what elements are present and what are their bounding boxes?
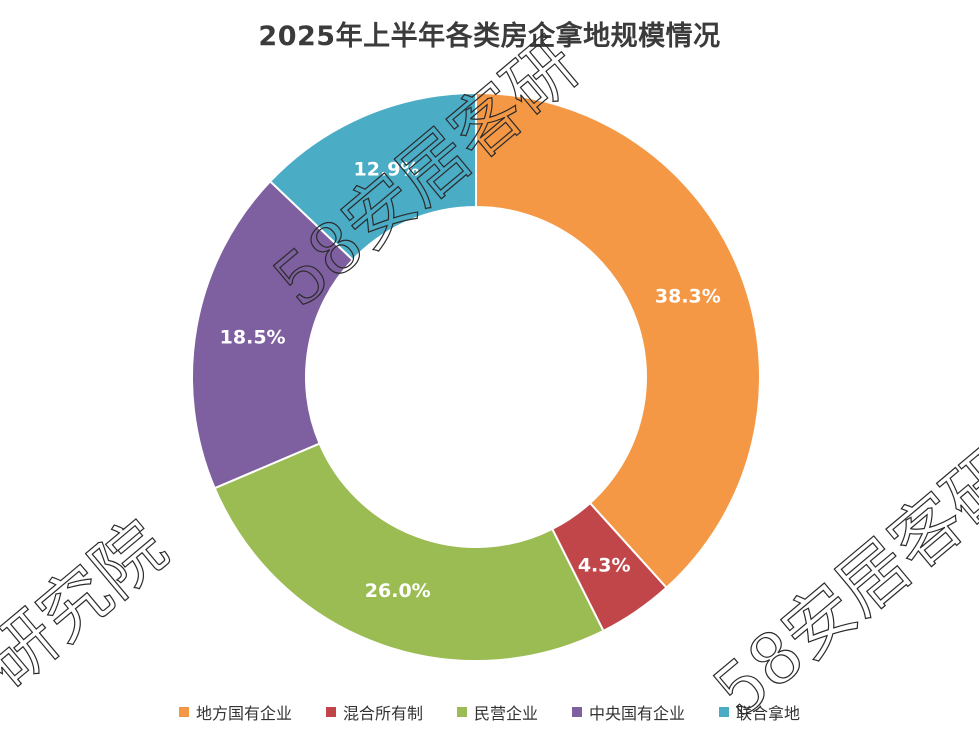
slice-private [213, 442, 605, 662]
legend-item-mixed-ownership: 混合所有制 [325, 700, 423, 724]
legend-label: 中央国有企业 [589, 704, 686, 723]
slice-central-soe [191, 179, 355, 490]
legend: 地方国有企业 混合所有制 民营企业 中央国有企业 联合拿地 [0, 700, 979, 724]
legend-label: 地方国有企业 [195, 704, 292, 723]
data-label-local-soe: 38.3% [655, 285, 721, 307]
slice-joint [268, 91, 477, 262]
legend-item-local-soe: 地方国有企业 [178, 700, 292, 724]
legend-swatch [178, 707, 189, 717]
legend-swatch [456, 707, 467, 717]
slice-local-soe [475, 91, 762, 590]
data-labels-group: 38.3% 4.3% 26.0% 18.5% 12.9% [220, 158, 721, 602]
legend-swatch [719, 707, 730, 717]
legend-item-private: 民营企业 [456, 700, 538, 724]
legend-item-joint: 联合拿地 [719, 700, 800, 724]
data-label-mixed-ownership: 4.3% [578, 554, 631, 576]
legend-label: 民营企业 [473, 704, 538, 723]
slices-group [191, 91, 762, 662]
chart-title: 2025年上半年各类房企拿地规模情况 [258, 21, 721, 52]
legend-item-central-soe: 中央国有企业 [572, 700, 685, 724]
data-label-private: 26.0% [365, 580, 431, 602]
legend-label: 联合拿地 [736, 704, 801, 723]
data-label-joint: 12.9% [354, 158, 420, 180]
legend-label: 混合所有制 [342, 704, 423, 723]
legend-swatch [572, 707, 582, 717]
legend-swatch [325, 707, 336, 717]
data-label-central-soe: 18.5% [220, 327, 286, 349]
